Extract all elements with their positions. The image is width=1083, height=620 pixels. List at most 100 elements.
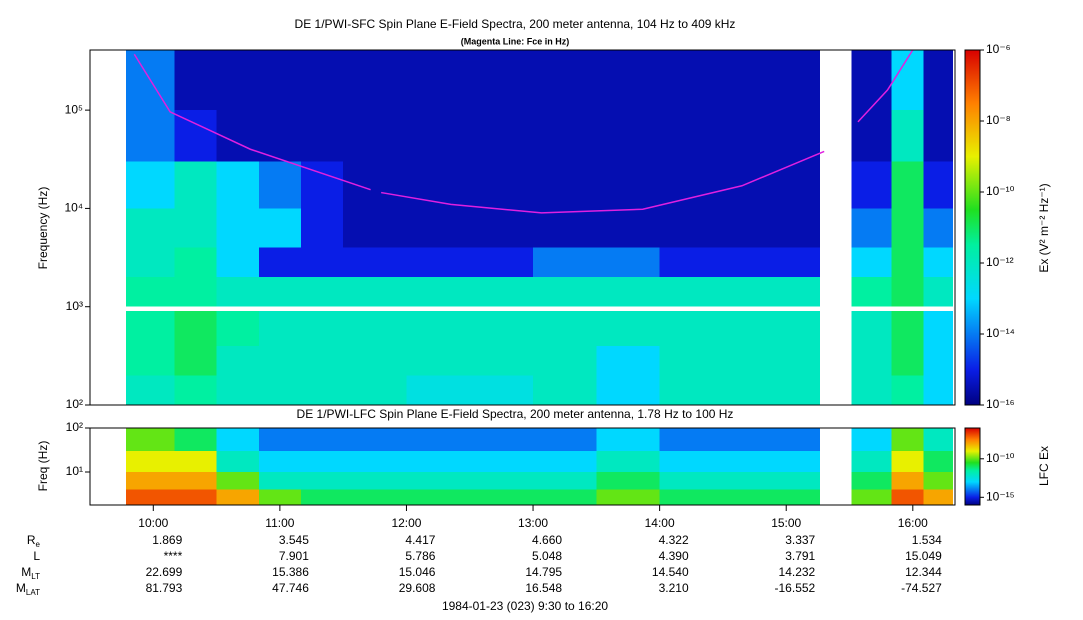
heatmap-cell [923, 161, 953, 209]
heatmap-cell [659, 208, 723, 248]
heatmap-cell [343, 110, 407, 162]
heatmap-cell [469, 345, 534, 376]
ephemeris-label: MLAT [16, 581, 40, 597]
heatmap-cell [786, 311, 820, 346]
heatmap-cell [300, 311, 344, 346]
heatmap-cell [469, 277, 534, 307]
heatmap-cell [174, 208, 217, 248]
ephemeris-value: 81.793 [146, 581, 183, 595]
ephemeris-label: Re [27, 533, 41, 549]
heatmap-cell [851, 208, 892, 248]
ephemeris-value: 5.786 [405, 549, 435, 563]
heatmap-cell [300, 472, 344, 490]
ephemeris-value: 29.608 [399, 581, 436, 595]
ephemeris-label-sub: e [36, 540, 41, 549]
heatmap-cell [533, 208, 597, 248]
heatmap-cell [125, 247, 175, 278]
heatmap-cell [659, 161, 723, 209]
heatmap-cell [923, 428, 953, 452]
plot-frame [89, 427, 956, 506]
colorbar-tick-label: 10⁻⁶ [986, 42, 1011, 56]
heatmap-cell [722, 311, 787, 346]
fce-line [133, 50, 914, 214]
heatmap-cell [258, 208, 301, 248]
heatmap-cell [174, 277, 217, 307]
ephemeris-value: 15.386 [272, 565, 309, 579]
heatmap-cell [125, 208, 175, 248]
heatmap-cell [406, 489, 470, 505]
ephemeris-value: 15.046 [399, 565, 436, 579]
heatmap-cell [596, 375, 660, 405]
heatmap-cell [533, 472, 597, 490]
heatmap-cell [343, 208, 407, 248]
heatmap-cell [596, 208, 660, 248]
heatmap-cell [258, 277, 301, 307]
ephemeris-label-main: M [16, 581, 26, 595]
footer: 1984-01-23 (023) 9:30 to 16:20 [442, 599, 608, 613]
heatmap-cell [174, 50, 217, 111]
heatmap-cell [851, 277, 892, 307]
heatmap-cell [258, 311, 301, 346]
heatmap-cell [891, 451, 924, 473]
heatmap-cell [343, 489, 407, 505]
heatmap-cell [851, 50, 892, 111]
heatmap-cell [125, 311, 175, 346]
ephemeris-value: 14.795 [525, 565, 562, 579]
heatmap-cell [722, 277, 787, 307]
ephemeris-value: 3.337 [785, 533, 815, 547]
heatmap-cell [343, 161, 407, 209]
heatmap-cell [406, 50, 470, 111]
heatmap-cell [722, 489, 787, 505]
heatmap-cell [300, 375, 344, 405]
heatmap-cell [216, 489, 259, 505]
heatmap-cell [125, 110, 175, 162]
heatmap-cell [406, 110, 470, 162]
heatmap-cell [469, 50, 534, 111]
heatmap-cell [125, 345, 175, 376]
heatmap-cell [343, 50, 407, 111]
y-axis-label: Freq (Hz) [36, 441, 50, 492]
heatmap-cell [125, 161, 175, 209]
y-tick-label: 10¹ [66, 464, 83, 478]
heatmap-cell [343, 451, 407, 473]
heatmap-cell [596, 311, 660, 346]
y-axis-label: Frequency (Hz) [36, 187, 50, 270]
heatmap-cell [659, 277, 723, 307]
heatmap-cell [300, 277, 344, 307]
heatmap-cell [786, 345, 820, 376]
heatmap-cell [596, 489, 660, 505]
heatmap-cell [469, 472, 534, 490]
heatmap-cell [174, 161, 217, 209]
colorbar-tick-label: 10⁻¹⁶ [986, 397, 1015, 411]
heatmap-cell [786, 247, 820, 278]
ephemeris-label-main: M [21, 565, 31, 579]
plot-frame [89, 49, 956, 406]
heatmap-cell [216, 247, 259, 278]
heatmap-cell [786, 428, 820, 452]
ephemeris-value: 3.545 [279, 533, 309, 547]
ephemeris-value: 4.390 [659, 549, 689, 563]
heatmap-cell [533, 428, 597, 452]
heatmap-cell [659, 472, 723, 490]
heatmap-cell [722, 208, 787, 248]
heatmap-cell [469, 311, 534, 346]
ephemeris-value: -16.552 [775, 581, 816, 595]
heatmap-cell [300, 489, 344, 505]
heatmap-cell [923, 110, 953, 162]
ephemeris-value: 47.746 [272, 581, 309, 595]
ephemeris-value: 1.534 [912, 533, 942, 547]
heatmap-cell [406, 311, 470, 346]
heatmap-cell [216, 277, 259, 307]
heatmap-cell [786, 161, 820, 209]
heatmap-cell [923, 489, 953, 505]
ephemeris-value: 15.049 [905, 549, 942, 563]
y-tick-label: 10⁴ [64, 201, 83, 215]
heatmap-cell [891, 277, 924, 307]
ephemeris-label-main: L [33, 549, 40, 563]
heatmap-cell [923, 451, 953, 473]
heatmap-cell [469, 247, 534, 278]
colorbar-tick-label: 10⁻¹² [986, 255, 1014, 269]
heatmap-cell [596, 472, 660, 490]
y-tick-label: 10⁵ [65, 102, 83, 116]
heatmap-cell [406, 277, 470, 307]
